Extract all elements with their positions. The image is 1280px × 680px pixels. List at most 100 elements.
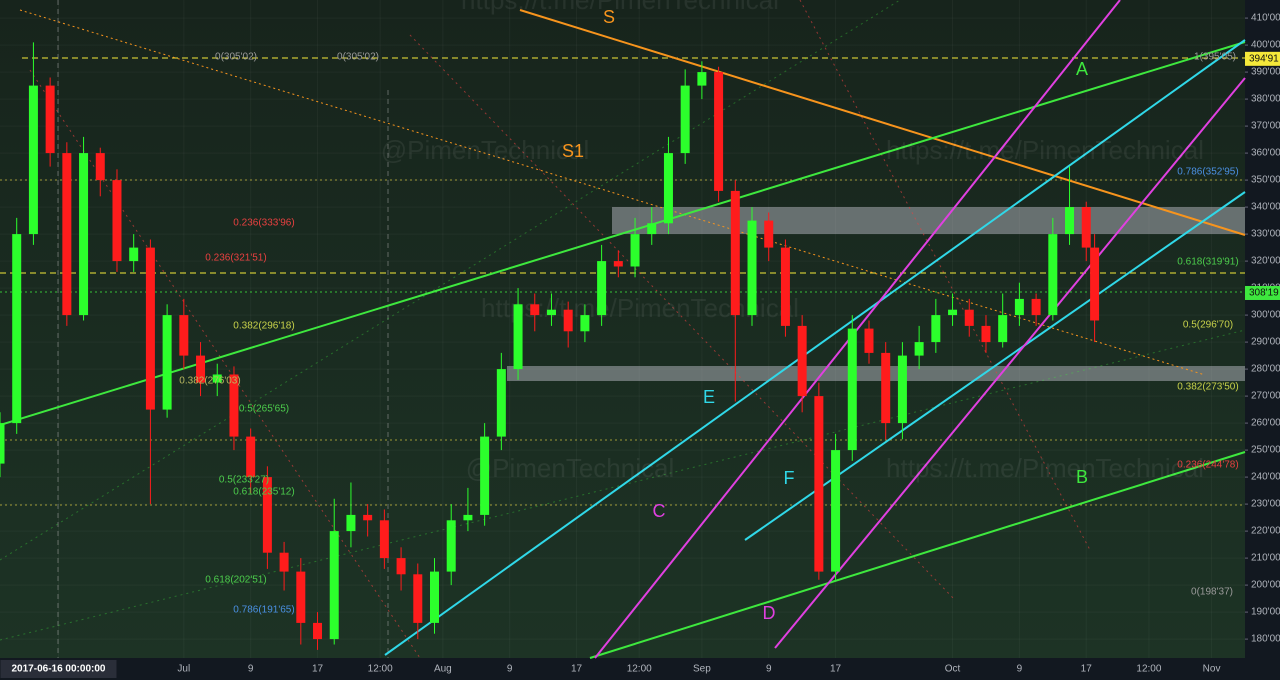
y-tick-label: 370'00 [1251, 121, 1280, 132]
y-tick-label: 240'00 [1251, 472, 1280, 483]
candle-body [379, 520, 389, 559]
annotations: 0(305'02) 0(305'02) 1(395'05) 0.236(333'96)… [179, 7, 1238, 623]
candle-body [62, 153, 72, 316]
x-tick-label: 12:00 [368, 664, 393, 675]
candle-body [480, 436, 490, 515]
fib-label: 0.236(321'51) [205, 253, 266, 264]
candle-body [530, 304, 540, 316]
candle-body [714, 72, 724, 191]
zone [612, 207, 1245, 234]
candle-body [313, 622, 323, 640]
y-tick-label: 300'00 [1251, 310, 1280, 321]
candle-body [279, 552, 289, 572]
candle-body [145, 247, 155, 410]
drawings [0, 0, 1246, 659]
x-tick-label: Aug [434, 664, 452, 675]
channel-line-a [0, 41, 1246, 426]
watermarks: https://t.me/PimenTechnical @PimenTechnic… [381, 0, 1204, 483]
watermark: @PimenTechnical [381, 135, 589, 165]
x-tick-label: Oct [945, 664, 961, 675]
candle-body [1081, 207, 1091, 248]
x-cursor-label-bg [0, 660, 117, 678]
candle-body [1048, 234, 1058, 316]
trend-line-s [519, 9, 1246, 236]
channel-line-f [744, 191, 1246, 541]
pattern-label: D [763, 603, 776, 623]
time-axis [0, 658, 1245, 680]
channel-line-e [384, 39, 1246, 656]
candle-body [79, 153, 89, 316]
y-tick-label: 180'00 [1251, 634, 1280, 645]
pattern-label: A [1076, 59, 1088, 79]
candle-body [1031, 298, 1041, 316]
x-tick-label: 17 [1081, 664, 1093, 675]
pattern-label: F [784, 468, 795, 488]
fib-label: 0.5(265'65) [239, 404, 289, 415]
x-tick-label: 2017-06-16 00:00:00 [12, 664, 106, 675]
y-tick-label: 350'00 [1251, 175, 1280, 186]
price-tag-label: 394'91 [1249, 53, 1279, 64]
x-tick-label: 9 [766, 664, 772, 675]
x-tick-label: 12:00 [1136, 664, 1161, 675]
watermark: https://t.me/PimenTechnical [886, 453, 1204, 483]
candle-body [162, 315, 172, 410]
pattern-label: S1 [562, 141, 584, 161]
candle-body [196, 355, 206, 383]
candle-body [981, 325, 991, 343]
watermark: https://t.me/PimenTechnical [461, 0, 779, 15]
fan-line [0, 0, 901, 561]
candle-body [396, 558, 406, 575]
candle-body [1065, 207, 1075, 235]
pattern-label: S [603, 7, 615, 27]
y-tick-label: 200'00 [1251, 580, 1280, 591]
axes: 180'00 190'00 200'00 210'00 220'00 230'00 240'… [0, 13, 1280, 678]
candle-body [179, 315, 189, 356]
candle-body [881, 352, 891, 424]
y-tick-label: 190'00 [1251, 607, 1280, 618]
pattern-label: B [1076, 467, 1088, 487]
candle-body [95, 153, 105, 181]
candle-body [747, 220, 757, 316]
candle-body [597, 261, 607, 316]
y-tick-label: 270'00 [1251, 391, 1280, 402]
fan-line [799, 0, 1091, 551]
candle-body [0, 423, 5, 464]
y-tick-label: 410'00 [1251, 13, 1280, 24]
candle-body [463, 514, 473, 521]
candle-body [112, 180, 122, 262]
candle-body [229, 374, 239, 437]
candle-body [296, 571, 306, 623]
candle-body [914, 342, 924, 356]
x-tick-label: Sep [693, 664, 711, 675]
y-tick-label: 250'00 [1251, 445, 1280, 456]
candle-body [847, 328, 857, 451]
y-tick-label: 220'00 [1251, 526, 1280, 537]
y-tick-label: 210'00 [1251, 553, 1280, 564]
x-tick-label: 9 [1017, 664, 1023, 675]
x-tick-label: Jul [177, 664, 190, 675]
candle-body [1014, 298, 1024, 316]
candle-body [831, 450, 841, 572]
fib-label: 0.618(202'51) [205, 575, 266, 586]
fan-line [409, 34, 956, 601]
candle-body [797, 325, 807, 397]
channel-line-b [589, 451, 1246, 659]
candle-body [931, 315, 941, 343]
candle-body [246, 436, 256, 478]
channel-line-c [594, 0, 1121, 659]
candle-body [998, 315, 1008, 343]
fib-label: 0(305'02) [215, 52, 257, 63]
fib-label: 0.382(296'18) [233, 321, 294, 332]
candle-body [546, 309, 556, 316]
fib-label: 0.382(273'50) [1177, 382, 1238, 393]
candle-body [580, 315, 590, 332]
y-tick-label: 340'00 [1251, 202, 1280, 213]
candle-body [964, 309, 974, 326]
fib-label: 0.618(235'12) [233, 487, 294, 498]
fib-label: 0.236(333'96) [233, 218, 294, 229]
candle-body [864, 328, 874, 353]
price-tag-label: 308'19 [1249, 288, 1279, 299]
x-tick-label: 17 [571, 664, 583, 675]
y-tick-label: 390'00 [1251, 67, 1280, 78]
x-tick-label: 17 [830, 664, 842, 675]
